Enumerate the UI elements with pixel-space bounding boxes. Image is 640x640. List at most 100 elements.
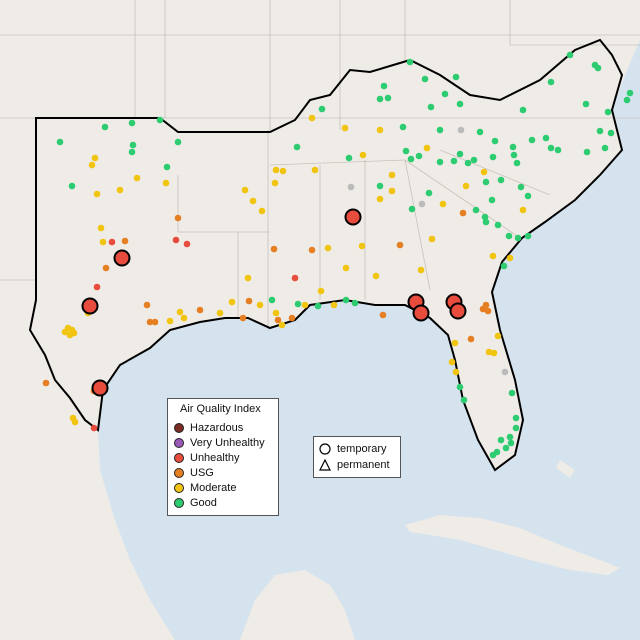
- unhealthy-temporary-site: [113, 249, 131, 267]
- monitor-site: [472, 206, 480, 214]
- monitor-site: [418, 200, 426, 208]
- monitor-site: [180, 314, 188, 322]
- monitor-site: [347, 183, 355, 191]
- monitor-site: [417, 266, 425, 274]
- unhealthy-temporary-site: [449, 302, 467, 320]
- monitor-site: [554, 146, 562, 154]
- monitor-site: [330, 301, 338, 309]
- monitor-site: [151, 318, 159, 326]
- monitor-site: [274, 316, 282, 324]
- monitor-site: [128, 119, 136, 127]
- monitor-site: [491, 137, 499, 145]
- monitor-site: [408, 205, 416, 213]
- unhealthy-temporary-site: [81, 297, 99, 315]
- legend-item-good: Good: [174, 496, 217, 510]
- monitor-site: [358, 242, 366, 250]
- monitor-site: [143, 301, 151, 309]
- monitor-site: [388, 171, 396, 179]
- hazardous-swatch-icon: [174, 423, 184, 433]
- triangle-icon: [319, 458, 331, 471]
- unhealthy-temporary-site: [344, 208, 362, 226]
- monitor-site: [93, 283, 101, 291]
- monitor-site: [359, 151, 367, 159]
- monitor-site: [129, 141, 137, 149]
- monitor-site: [512, 424, 520, 432]
- monitor-site: [294, 300, 302, 308]
- monitor-site: [514, 234, 522, 242]
- monitor-site: [245, 297, 253, 305]
- monitor-site: [116, 186, 124, 194]
- monitor-site: [502, 444, 510, 452]
- monitor-site: [56, 138, 64, 146]
- monitor-site: [244, 274, 252, 282]
- moderate-swatch-icon: [174, 483, 184, 493]
- monitor-site: [156, 116, 164, 124]
- monitor-site: [314, 302, 322, 310]
- monitor-site: [623, 96, 631, 104]
- monitor-site: [489, 252, 497, 260]
- monitor-site: [270, 245, 278, 253]
- monitor-site: [464, 159, 472, 167]
- circle-icon: [319, 442, 331, 455]
- monitor-site: [462, 182, 470, 190]
- monitor-site: [512, 414, 520, 422]
- monitor-site: [249, 197, 257, 205]
- legend-item-very-unhealthy: Very Unhealthy: [174, 436, 265, 450]
- monitor-site: [500, 262, 508, 270]
- monitor-site: [128, 148, 136, 156]
- monitor-site: [441, 90, 449, 98]
- monitor-site: [506, 433, 514, 441]
- unhealthy-sites: [81, 208, 467, 397]
- legend-item-permanent: permanent: [319, 457, 390, 472]
- monitor-site: [566, 51, 574, 59]
- monitor-site: [519, 106, 527, 114]
- monitor-site: [489, 451, 497, 459]
- monitor-site: [342, 296, 350, 304]
- monitor-site: [174, 138, 182, 146]
- monitor-site: [311, 166, 319, 174]
- monitor-site: [490, 349, 498, 357]
- monitor-site: [42, 379, 50, 387]
- monitor-site: [519, 206, 527, 214]
- monitor-site: [228, 298, 236, 306]
- monitor-site: [379, 311, 387, 319]
- monitor-site: [452, 368, 460, 376]
- monitor-site: [308, 114, 316, 122]
- monitor-site: [467, 335, 475, 343]
- monitor-site: [547, 78, 555, 86]
- monitor-site: [528, 136, 536, 144]
- monitor-site: [604, 108, 612, 116]
- legend-title: Air Quality Index: [180, 403, 261, 415]
- monitor-site: [288, 314, 296, 322]
- monitor-site: [376, 126, 384, 134]
- usg-swatch-icon: [174, 468, 184, 478]
- monitor-site: [436, 158, 444, 166]
- unhealthy-swatch-icon: [174, 453, 184, 463]
- monitor-site: [174, 214, 182, 222]
- monitor-site: [388, 187, 396, 195]
- monitor-site: [594, 64, 602, 72]
- monitor-site: [626, 89, 634, 97]
- monitor-site: [380, 82, 388, 90]
- monitor-site: [510, 151, 518, 159]
- monitor-site: [272, 309, 280, 317]
- monitor-site: [524, 232, 532, 240]
- monitor-site: [460, 396, 468, 404]
- monitor-site: [494, 332, 502, 340]
- monitor-site: [351, 299, 359, 307]
- monitor-site: [547, 144, 555, 152]
- monitor-site: [448, 358, 456, 366]
- very-unhealthy-swatch-icon: [174, 438, 184, 448]
- monitor-site: [293, 143, 301, 151]
- monitor-site: [481, 213, 489, 221]
- monitor-site: [121, 237, 129, 245]
- monitor-site: [317, 287, 325, 295]
- legend-item-unhealthy: Unhealthy: [174, 451, 240, 465]
- monitor-site: [427, 103, 435, 111]
- monitor-site: [506, 254, 514, 262]
- monitor-site: [399, 123, 407, 131]
- monitor-site: [183, 240, 191, 248]
- legend-item-hazardous: Hazardous: [174, 421, 243, 435]
- monitor-site: [485, 348, 493, 356]
